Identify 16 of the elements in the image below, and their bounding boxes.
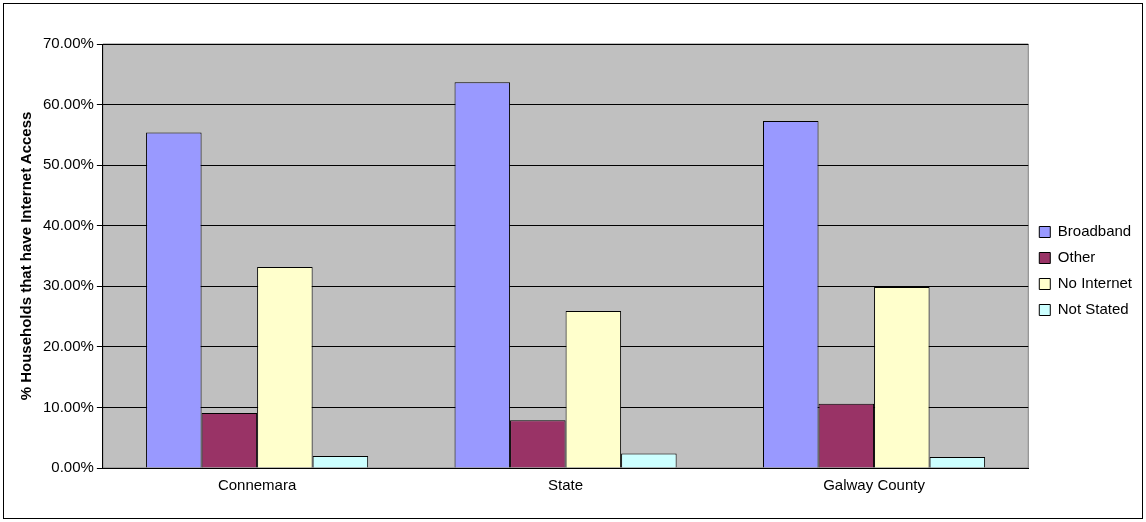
x-tick-label: State — [548, 476, 584, 494]
y-tick-label: 70.00% — [43, 34, 94, 52]
x-tick-label: Galway County — [823, 476, 926, 494]
y-tick-label: 40.00% — [43, 215, 94, 233]
y-tick-label: 20.00% — [43, 337, 94, 354]
legend-label: No Internet — [1057, 274, 1133, 292]
y-tick-label: 60.00% — [43, 94, 94, 112]
legend-label: Other — [1057, 248, 1096, 266]
x-tick-label: Connemara — [217, 476, 297, 494]
y-tick-label: 30.00% — [43, 276, 94, 294]
y-tick-label: 10.00% — [43, 397, 94, 415]
y-axis-title: % Households that have Internet Access — [17, 111, 35, 401]
y-tick-label: 0.00% — [51, 458, 94, 476]
y-tick-label: 50.00% — [43, 155, 94, 173]
legend-label: Broadband — [1057, 222, 1132, 240]
legend-label: Not Stated — [1057, 300, 1129, 318]
